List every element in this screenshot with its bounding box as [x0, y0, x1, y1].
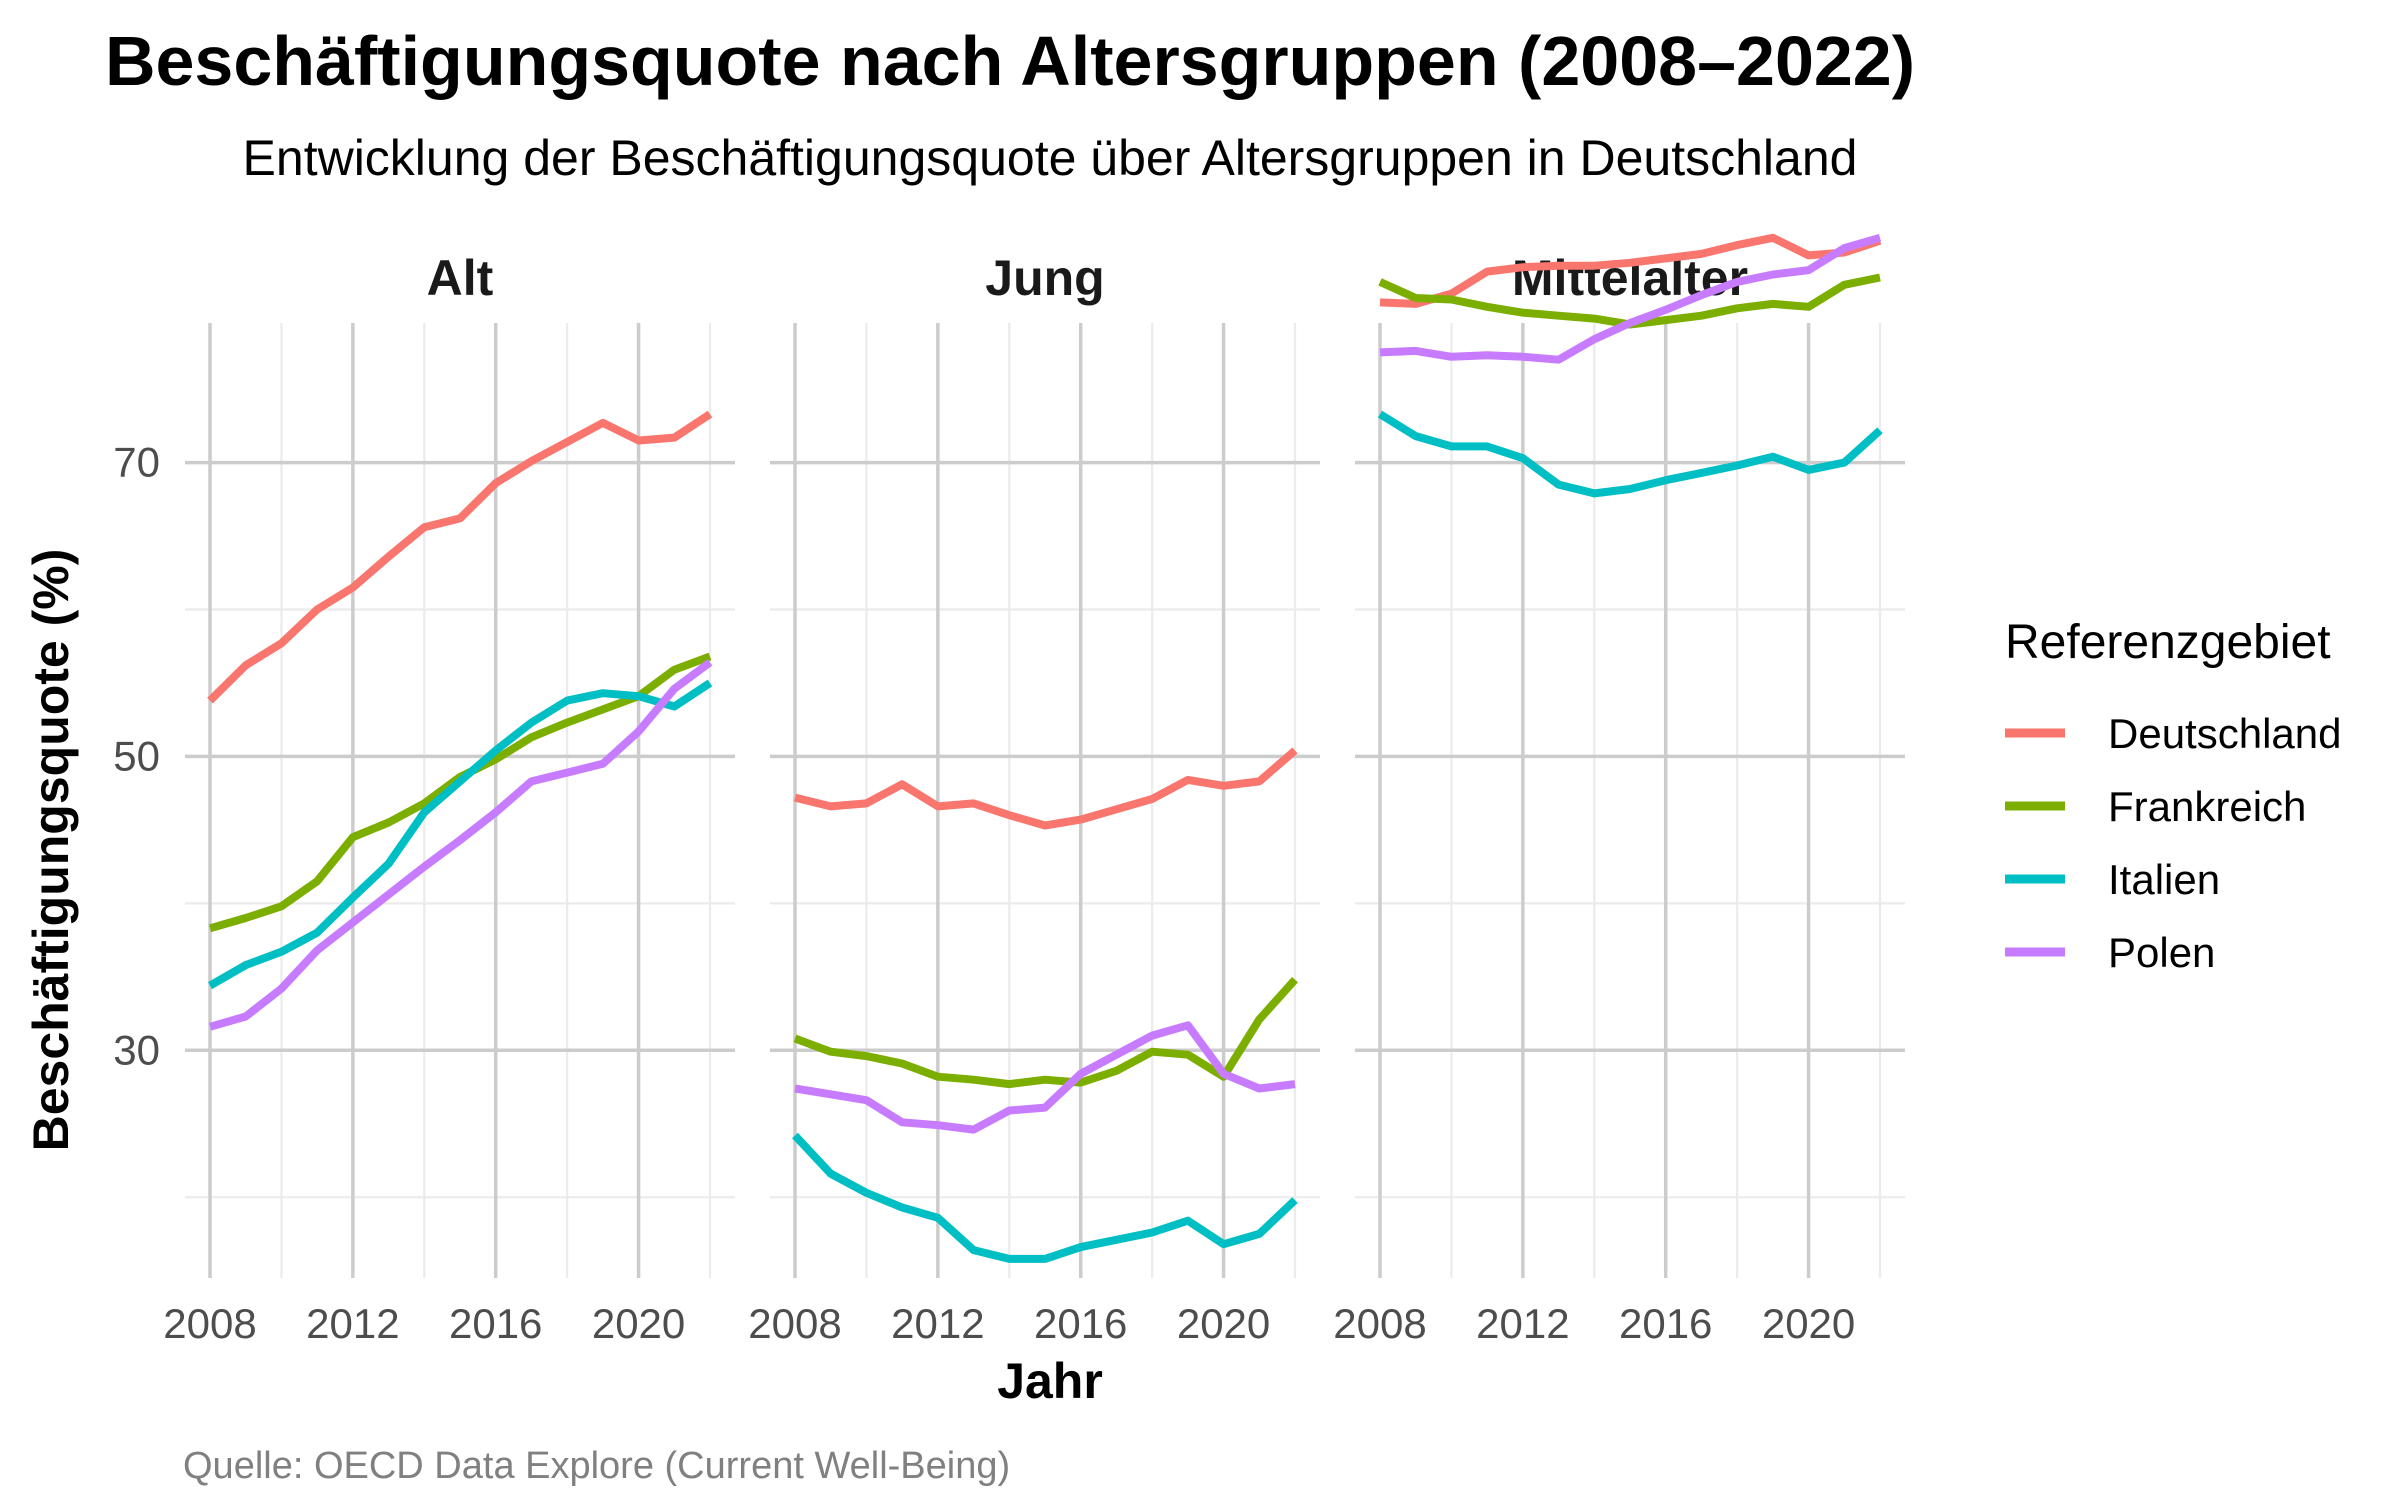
x-tick-label: 2008	[1333, 1300, 1426, 1347]
x-tick-label: 2008	[163, 1300, 256, 1347]
x-tick-label: 2012	[1476, 1300, 1569, 1347]
legend-item: Polen	[2005, 929, 2215, 976]
series-line-deutschland	[794, 747, 1298, 830]
y-tick-label: 30	[113, 1026, 160, 1073]
y-tick-label: 50	[113, 732, 160, 779]
legend: Referenzgebiet Deutschland Frankreich Ital…	[2005, 616, 2341, 976]
series-line-italien	[1377, 410, 1883, 498]
facet-panels: 30 50 70 Alt 2008 2012 2016 2020 Jung 2008 2012 201…	[113, 233, 1905, 1347]
legend-label: Italien	[2108, 856, 2220, 903]
x-tick-label: 2012	[891, 1300, 984, 1347]
x-tick-label: 2012	[306, 1300, 399, 1347]
series-line-italien	[208, 679, 713, 990]
series-line-polen	[794, 1021, 1296, 1134]
x-tick-label: 2020	[1177, 1300, 1270, 1347]
series-line-deutschland	[1379, 233, 1882, 308]
facet-panel-jung: Jung 2008 2012 2016 2020	[748, 250, 1320, 1347]
series-line-polen	[208, 659, 713, 1031]
facet-strip-label: Jung	[985, 250, 1104, 306]
facet-panel-mittelalter: Mittelalter 2008 2012 2016 2020	[1333, 233, 1905, 1347]
y-tick-label: 70	[113, 439, 160, 486]
y-axis-title: Beschäftigungsquote (%)	[23, 549, 79, 1152]
facet-strip-label: Alt	[427, 250, 494, 306]
series-line-deutschland	[207, 410, 713, 704]
legend-item: Frankreich	[2005, 783, 2306, 830]
facet-strip-label: Mittelalter	[1512, 250, 1748, 306]
legend-label: Polen	[2108, 929, 2215, 976]
legend-item: Deutschland	[2005, 710, 2341, 757]
chart-caption: Quelle: OECD Data Explore (Current Well-…	[183, 1445, 1010, 1487]
chart-subtitle: Entwicklung der Beschäftigungsquote über…	[243, 130, 1858, 186]
facet-panel-alt: Alt 2008 2012 2016 2020	[163, 250, 735, 1347]
series-line-polen	[1379, 233, 1882, 364]
series-line-italien	[792, 1132, 1298, 1263]
legend-title: Referenzgebiet	[2005, 616, 2331, 669]
legend-item: Italien	[2005, 856, 2220, 903]
x-tick-label: 2020	[592, 1300, 685, 1347]
x-tick-label: 2016	[1619, 1300, 1712, 1347]
x-tick-label: 2016	[1034, 1300, 1127, 1347]
x-axis-title: Jahr	[997, 1353, 1103, 1409]
legend-label: Frankreich	[2108, 783, 2306, 830]
series-line-frankreich	[793, 977, 1298, 1089]
x-tick-label: 2020	[1762, 1300, 1855, 1347]
x-tick-label: 2016	[449, 1300, 542, 1347]
legend-label: Deutschland	[2108, 710, 2341, 757]
chart-title: Beschäftigungsquote nach Altersgruppen (…	[105, 22, 1915, 100]
x-tick-label: 2008	[748, 1300, 841, 1347]
